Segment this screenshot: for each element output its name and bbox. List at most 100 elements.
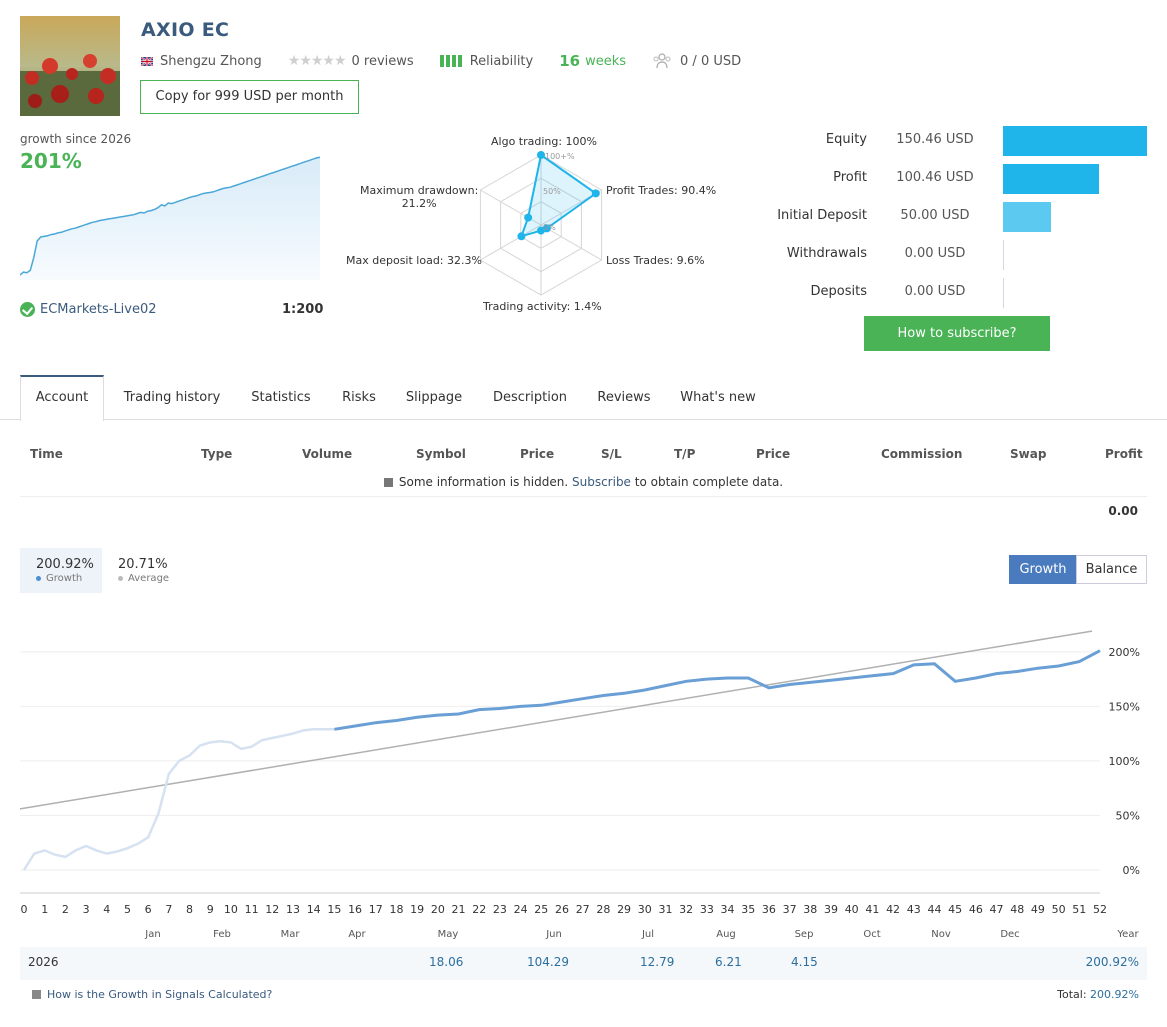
radar-label-drawdown: Maximum drawdown: 21.2% [360,184,479,210]
weeks-label: weeks [585,53,627,69]
x-tick-label: 31 [658,903,672,916]
mini-growth-line [20,156,320,276]
x-tick-label: 11 [245,903,259,916]
tab-whats-new[interactable]: What's new [680,390,756,405]
copy-button[interactable]: Copy for 999 USD per month [140,80,359,114]
col-profit[interactable]: Profit [1105,447,1143,461]
x-tick-label: 7 [165,903,172,916]
growth-stat-value: 200.92% [36,557,94,572]
average-stat-value: 20.71% [118,557,168,572]
year-aug-value: 6.21 [715,955,742,969]
col-swap[interactable]: Swap [1010,447,1047,461]
tab-description[interactable]: Description [492,390,568,405]
growth-since-value: 201% [20,149,82,173]
mini-growth-chart [20,156,320,280]
x-tick-label: 46 [969,903,983,916]
x-tick-label: 27 [576,903,590,916]
reliability-label: Reliability [469,53,534,69]
col-sl[interactable]: S/L [601,447,622,461]
x-tick-label: 35 [741,903,755,916]
x-tick-label: 23 [493,903,507,916]
month-label: Feb [213,929,231,940]
x-tick-label: 52 [1093,903,1107,916]
broker-name[interactable]: ECMarkets-Live02 [40,302,157,317]
x-tick-label: 10 [224,903,238,916]
average-stat[interactable]: 20.71% Average [118,557,170,584]
x-tick-label: 9 [207,903,214,916]
footer-total: Total: 200.92% [1057,988,1139,1001]
tab-trading-history[interactable]: Trading history [123,390,221,405]
col-symbol[interactable]: Symbol [416,447,466,461]
broker-info[interactable]: ECMarkets-Live02 [20,302,157,317]
reviews-count[interactable]: 0 reviews [351,53,414,69]
growth-calc-link[interactable]: How is the Growth in Signals Calculated? [32,988,272,1001]
growth-chart: 0%50%100%150%200% 0 1 2 3 4 5 6 7 8 9 10 11 12 13 14 15… [19,630,1140,940]
col-volume[interactable]: Volume [302,447,353,461]
x-tick-label: 13 [286,903,300,916]
x-tick-label: 16 [348,903,362,916]
x-tick-label: 49 [1031,903,1045,916]
col-commission[interactable]: Commission [881,447,963,461]
month-label: Oct [863,929,880,940]
month-label: Mar [281,929,301,940]
radar-ring-50-label: 50% [543,187,561,196]
radar-label-load: Max deposit load: 32.3% [346,254,482,267]
y-tick-label: 0% [1123,864,1140,877]
profit-total: 0.00 [1108,504,1138,518]
subscribers-icon [653,53,671,69]
month-label: Nov [931,929,951,940]
month-label: Jun [545,929,562,940]
stat-bar-profit [1003,164,1099,194]
col-type[interactable]: Type [201,447,233,461]
year-jun-value: 104.29 [527,955,569,969]
stat-value-withdrawals: 0.00 USD [904,246,966,261]
y-tick-label: 150% [1109,700,1140,713]
x-tick-label: 51 [1072,903,1086,916]
signal-avatar [20,16,120,116]
stat-label-profit: Profit [833,170,867,185]
month-label: Aug [716,929,736,940]
col-tp[interactable]: T/P [674,447,696,461]
col-time[interactable]: Time [30,447,63,461]
radar-ring-0-label: 0% [543,223,556,232]
x-tick-label: 1 [41,903,48,916]
x-tick-label: 25 [534,903,548,916]
x-tick-label: 36 [762,903,776,916]
year-total-value: 200.92% [1085,955,1139,969]
stat-bar-equity [1003,126,1147,156]
x-tick-label: 45 [948,903,962,916]
subscribe-link[interactable]: Subscribe [571,475,631,489]
balance-toggle-button[interactable]: Balance [1076,555,1147,584]
x-tick-label: 40 [845,903,859,916]
stat-value-deposits: 0.00 USD [904,284,966,299]
how-to-subscribe-button[interactable]: How to subscribe? [864,316,1050,351]
tab-account[interactable]: Account [20,375,104,421]
y-tick-label: 50% [1116,809,1140,822]
growth-line [334,649,1101,731]
month-label: Sep [795,929,814,940]
x-tick-label: 8 [186,903,193,916]
growth-line-early [22,728,335,871]
tab-risks[interactable]: Risks [342,390,376,405]
growth-toggle-button[interactable]: Growth [1009,555,1077,584]
stat-value-initial-deposit: 50.00 USD [900,208,970,223]
growth-stat-pill[interactable]: 200.92% Growth [20,548,102,593]
tab-slippage[interactable]: Slippage [405,390,463,405]
hidden-info-note: Some information is hidden. Subscribe to… [0,475,1167,489]
uk-flag-icon [141,56,153,66]
radar-chart: 100+% 50% 0% Algo trading: 100% Profit T… [330,130,730,320]
year-may-value: 18.06 [429,955,464,969]
x-tick-label: 32 [679,903,693,916]
rating-stars-icon: ★★★★★ [287,53,347,69]
col-price[interactable]: Price [520,447,555,461]
author-name[interactable]: Shengzu Zhong [160,53,262,69]
col-price-close[interactable]: Price [756,447,791,461]
tab-reviews[interactable]: Reviews [597,390,651,405]
stat-bar-withdrawals [1003,240,1004,270]
help-icon [32,990,41,999]
x-tick-label: 30 [638,903,652,916]
tab-statistics[interactable]: Statistics [251,390,311,405]
radar-label-profit: Profit Trades: 90.4% [606,184,717,197]
x-tick-label: 34 [721,903,735,916]
signal-meta: Shengzu Zhong ★★★★★ 0 reviews Reliabilit… [141,52,767,70]
